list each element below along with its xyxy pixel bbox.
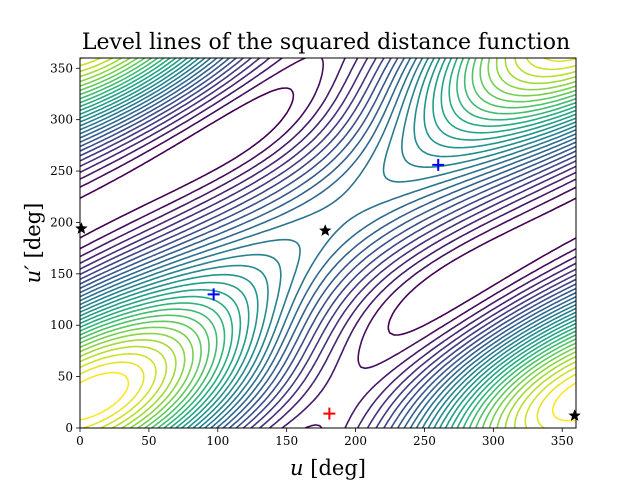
plus-marker [323, 407, 336, 420]
x-tick-label: 50 [141, 434, 156, 448]
y-tick-label: 50 [58, 370, 73, 384]
contour-level [80, 58, 576, 428]
contour-level [80, 58, 576, 428]
contour-level [80, 58, 576, 428]
x-tick-label: 250 [413, 434, 436, 448]
y-tick-label: 250 [50, 164, 73, 178]
plot-frame [79, 57, 577, 429]
x-axis-label: u [deg] [290, 456, 366, 480]
star-marker [319, 224, 332, 236]
contour-level [80, 58, 576, 428]
x-tick-label: 200 [344, 434, 367, 448]
y-axis-variable: u′ [21, 265, 45, 284]
contour-level [80, 58, 576, 428]
contour-level [80, 58, 576, 428]
x-tick-label: 350 [551, 434, 574, 448]
contour-level [80, 58, 576, 428]
x-tick-label: 300 [482, 434, 505, 448]
contour-level [80, 58, 576, 428]
y-axis-unit: [deg] [21, 203, 45, 265]
star-marker [75, 222, 88, 234]
contour-level [80, 58, 576, 428]
star-marker [568, 409, 581, 421]
contour-level [80, 58, 576, 428]
x-axis-ticks: 0 50 100 150 200 250 300 350 [76, 428, 574, 448]
plus-marker [432, 158, 445, 171]
contour-level [80, 58, 576, 428]
x-axis-unit: [deg] [304, 456, 366, 480]
contour-level [80, 58, 576, 428]
x-axis-variable: u [290, 456, 304, 480]
y-tick-label: 0 [65, 421, 73, 435]
y-axis-label: u′ [deg] [21, 203, 45, 284]
y-tick-label: 300 [50, 113, 73, 127]
y-tick-label: 150 [50, 267, 73, 281]
y-axis-ticks: 0 50 100 150 200 250 300 350 [50, 61, 80, 435]
contour-level [80, 371, 576, 422]
x-tick-label: 150 [275, 434, 298, 448]
contour-level [80, 87, 576, 336]
y-tick-label: 100 [50, 318, 73, 332]
y-tick-label: 350 [50, 61, 73, 75]
contour-level [80, 58, 576, 428]
contour-level [80, 58, 576, 428]
x-tick-label: 100 [206, 434, 229, 448]
plus-marker [207, 288, 220, 301]
chart-title: Level lines of the squared distance func… [82, 30, 570, 55]
contour-level [80, 58, 576, 428]
contour-lines [80, 58, 576, 428]
contour-level [80, 58, 576, 428]
y-tick-label: 200 [50, 215, 73, 229]
plot-markers [75, 158, 581, 421]
x-tick-label: 0 [76, 434, 84, 448]
contour-level [80, 58, 576, 428]
